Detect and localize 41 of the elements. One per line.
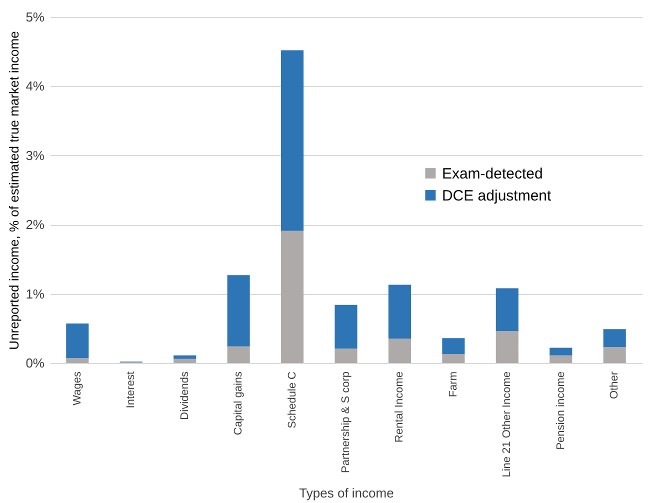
y-tick-label: 0%: [26, 356, 45, 370]
bar: [281, 50, 304, 231]
bar: [496, 288, 518, 332]
bar: [550, 355, 572, 363]
bar: [66, 358, 89, 363]
x-tick-label: Interest: [125, 372, 138, 408]
bar: [442, 338, 465, 354]
x-tick-label: Pension income: [554, 372, 567, 450]
bar: [603, 329, 626, 348]
y-tick-label: 5%: [26, 10, 45, 24]
bar: [174, 358, 196, 363]
bar: [281, 230, 304, 363]
bar: [227, 346, 250, 363]
bar: [334, 348, 358, 363]
bar: [66, 324, 89, 358]
y-tick-label: 1%: [26, 286, 45, 302]
y-tick-label: 2%: [26, 217, 45, 232]
bar: [388, 284, 411, 339]
x-tick-label: Capital gains: [232, 371, 245, 436]
x-axis-title: Types of income: [299, 485, 394, 500]
y-tick-label: 3%: [26, 148, 45, 163]
x-tick-label: Other: [608, 371, 621, 400]
x-tick-label: Farm: [447, 372, 460, 398]
bar: [550, 348, 572, 356]
y-tick-label: 4%: [26, 78, 45, 94]
bar: [174, 355, 196, 359]
legend-label: Exam-detected: [442, 165, 543, 182]
legend-label: DCE adjustment: [442, 187, 552, 204]
bar: [442, 354, 465, 363]
bar: [388, 338, 411, 363]
x-tick-label: Schedule C: [286, 371, 298, 428]
x-tick-label: Partnership & S corp: [340, 372, 352, 473]
bar: [227, 275, 250, 346]
x-tick-label: Wages: [71, 371, 84, 406]
x-tick-label: Dividends: [178, 371, 191, 420]
y-axis-title: Unreported income, % of estimated true market income: [6, 31, 22, 350]
bar: [603, 347, 626, 363]
bar: [334, 304, 358, 348]
x-tick-label: Rental Income: [394, 372, 406, 442]
x-tick-label: Line 21 Other Income: [501, 372, 514, 478]
bar: [496, 331, 518, 363]
